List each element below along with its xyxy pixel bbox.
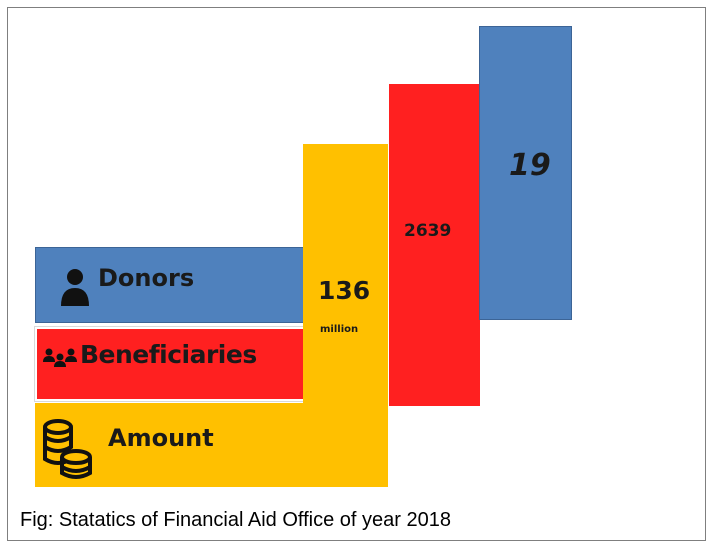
group-icon: [43, 348, 77, 367]
amount-row-bar: [35, 403, 310, 487]
coins-icon: [43, 419, 92, 479]
amount-value-label: 136: [318, 276, 371, 305]
amount-unit-label: million: [320, 324, 359, 335]
donors-value-label: 19: [509, 148, 551, 183]
beneficiaries-value-column: [389, 84, 480, 406]
beneficiaries-row-bar: [34, 326, 311, 402]
beneficiaries-label: Beneficiaries: [80, 340, 257, 369]
beneficiaries-value-label: 2639: [404, 221, 452, 241]
donors-label: Donors: [98, 264, 195, 292]
figure-caption: Fig: Statatics of Financial Aid Office o…: [20, 509, 451, 531]
person-icon: [61, 269, 89, 306]
amount-label: Amount: [108, 424, 214, 452]
amount-value-column: [303, 144, 388, 487]
figure-frame: [7, 7, 706, 541]
donors-row-bar: [35, 247, 310, 323]
donors-value-column: [479, 26, 572, 320]
